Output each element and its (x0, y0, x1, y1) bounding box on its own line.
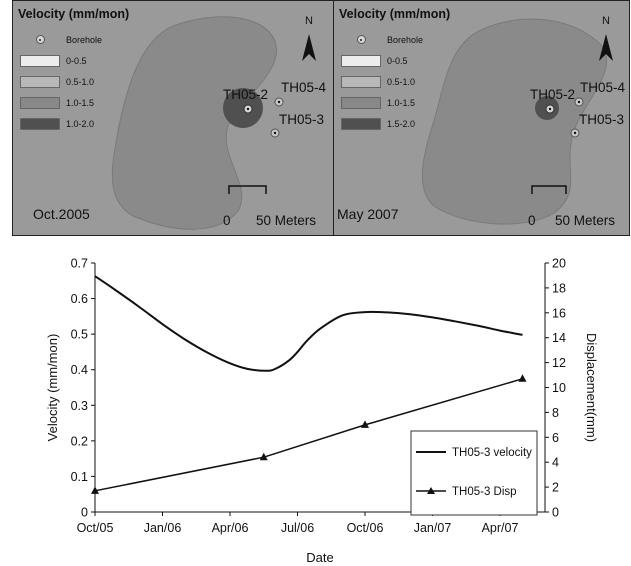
legend-swatch (20, 96, 60, 109)
legend-item: 0.5-1.0 (18, 71, 102, 92)
y-tick-label-right: 2 (552, 481, 559, 495)
borehole-label-th05-2: TH05-2 (223, 87, 269, 102)
legend-item: 0.5-1.0 (339, 71, 423, 92)
velocity-map (111, 16, 316, 230)
borehole-label-th05-2: TH05-2 (530, 87, 576, 102)
chart-legend: TH05-3 velocity TH05-3 Disp (410, 430, 538, 516)
borehole-label-th05-3: TH05-3 (579, 112, 625, 127)
legend-item-borehole: Borehole (18, 29, 102, 50)
x-axis-title: Date (306, 550, 333, 565)
borehole-icon (356, 35, 366, 44)
map-panel-oct-2005: Velocity (mm/mon) Borehole 0-0.5 0.5-1.0… (12, 0, 334, 236)
disp-point-marker (91, 486, 99, 494)
y-tick-label-left: 0.7 (71, 257, 88, 271)
disp-point-marker (361, 420, 369, 428)
legend-item: 1.0-1.5 (339, 92, 423, 113)
landslide-zone-0-0.5 (111, 16, 277, 230)
x-tick-label: Jul/06 (281, 521, 314, 535)
map-title: Velocity (mm/mon) (339, 7, 451, 21)
north-arrow-icon (302, 34, 316, 61)
borehole-dot (573, 131, 577, 135)
x-tick-label: Apr/07 (482, 521, 519, 535)
y-tick-label-left: 0.3 (71, 399, 88, 413)
y-tick-label-left: 0.2 (71, 434, 88, 448)
scale-bar (228, 185, 267, 194)
north-arrow-icon (599, 34, 613, 61)
map-title: Velocity (mm/mon) (18, 7, 130, 21)
tick-layer: 0 0.1 0.2 0.3 0.4 0.5 0.6 0.7 0 2 4 6 8 10 12 14 16 18 20 O… (71, 257, 566, 536)
y-tick-label-right: 14 (552, 331, 566, 345)
legend-item: 0-0.5 (18, 50, 102, 71)
disp-markers (91, 374, 527, 494)
x-tick-label: Jan/06 (144, 521, 182, 535)
y-axis-title-right: Displacement(mm) (584, 333, 599, 442)
scale-value: 50 Meters (555, 213, 616, 228)
y-tick-label-right: 6 (552, 431, 559, 445)
legend-item: 1.0-1.5 (18, 92, 102, 113)
scale-value: 50 Meters (256, 213, 317, 228)
borehole-label-th05-3: TH05-3 (279, 112, 325, 127)
y-tick-label-right: 16 (552, 306, 566, 320)
legend-swatch (20, 117, 60, 130)
y-tick-label-left: 0.6 (71, 292, 88, 306)
legend-marker-triangle (427, 487, 435, 494)
y-tick-label-right: 10 (552, 381, 566, 395)
scale-bar (531, 185, 567, 194)
x-tick-label: Oct/06 (347, 521, 384, 535)
map-legend: Borehole 0-0.5 0.5-1.0 1.0-1.5 1.5-2.0 (339, 29, 423, 134)
y-tick-label-right: 20 (552, 257, 566, 271)
y-tick-label-left: 0 (81, 506, 88, 520)
y-tick-label-right: 0 (552, 506, 559, 520)
legend-swatch (20, 75, 60, 88)
borehole-dot (277, 100, 281, 104)
legend-item-borehole: Borehole (339, 29, 423, 50)
landslide-zone-0-0.5 (421, 18, 608, 225)
legend-swatch (341, 117, 381, 130)
velocity-map (421, 18, 613, 225)
x-tick-label: Apr/06 (212, 521, 249, 535)
map-legend: Borehole 0-0.5 0.5-1.0 1.0-1.5 1.0-2.0 (18, 29, 102, 134)
disp-point-marker (259, 452, 268, 461)
map-panel-may-2007: Velocity (mm/mon) Borehole 0-0.5 0.5-1.0… (333, 0, 630, 236)
velocity-displacement-chart: 0 0.1 0.2 0.3 0.4 0.5 0.6 0.7 0 2 4 6 8 10 12 14 16 18 20 O… (45, 257, 599, 566)
north-label: N (602, 15, 610, 27)
y-tick-label-left: 0.1 (71, 470, 88, 484)
legend-swatch (341, 75, 381, 88)
map-date: Oct.2005 (33, 206, 90, 222)
y-axis-title-left: Velocity (mm/mon) (45, 334, 60, 442)
series-line-disp (94, 378, 523, 492)
y-tick-label-right: 4 (552, 456, 559, 470)
x-tick-label: Oct/05 (77, 521, 114, 535)
scale-zero: 0 (223, 213, 231, 228)
legend-item: 1.0-2.0 (18, 113, 102, 134)
borehole-dot (273, 131, 277, 135)
velocity-zone-high (223, 88, 263, 128)
legend-swatch (20, 54, 60, 67)
borehole-dot (246, 107, 250, 111)
legend-label-velocity: TH05-3 velocity (452, 447, 532, 459)
legend-swatch (341, 54, 381, 67)
borehole-label-th05-4: TH05-4 (281, 80, 327, 95)
legend-item: 1.5-2.0 (339, 113, 423, 134)
borehole-dot (548, 107, 552, 111)
scale-zero: 0 (528, 213, 536, 228)
legend-item: 0-0.5 (339, 50, 423, 71)
y-tick-label-right: 12 (552, 356, 566, 370)
borehole-label-th05-4: TH05-4 (580, 80, 626, 95)
disp-point-marker (518, 374, 527, 382)
map-date: May 2007 (337, 206, 399, 222)
y-tick-label-right: 18 (552, 281, 566, 295)
y-tick-label-left: 0.5 (71, 328, 88, 342)
series-line-velocity (94, 275, 523, 372)
north-label: N (305, 15, 313, 27)
legend-label-disp: TH05-3 Disp (452, 486, 517, 498)
borehole-icon (35, 35, 45, 44)
legend-box (410, 430, 538, 516)
y-tick-label-right: 8 (552, 406, 559, 420)
legend-swatch (341, 96, 381, 109)
x-tick-label: Jan/07 (414, 521, 452, 535)
y-tick-label-left: 0.4 (71, 363, 88, 377)
borehole-dot (577, 100, 581, 104)
